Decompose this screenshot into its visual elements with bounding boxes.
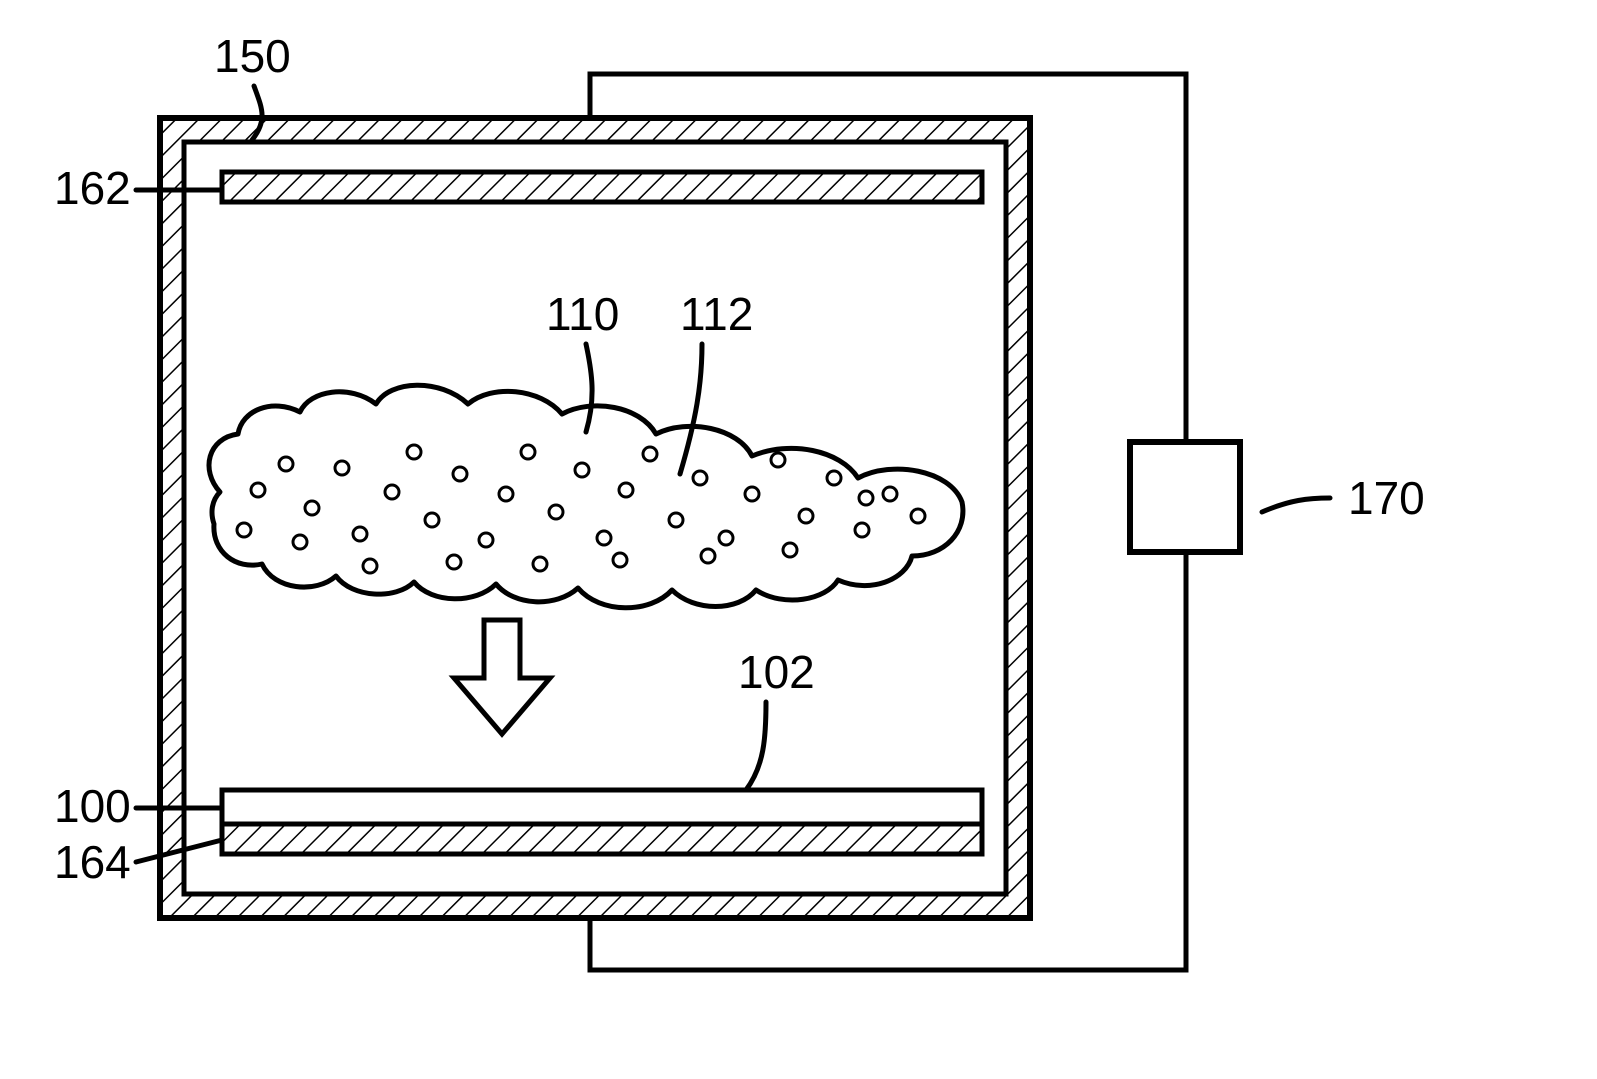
particle [353, 527, 367, 541]
lbl-150: 150 [214, 30, 291, 82]
particle [701, 549, 715, 563]
particle [407, 445, 421, 459]
lbl-102: 102 [738, 646, 815, 698]
particle [499, 487, 513, 501]
particle [597, 531, 611, 545]
particle [745, 487, 759, 501]
particle [521, 445, 535, 459]
bottom-electrode [222, 824, 982, 854]
particle [335, 461, 349, 475]
particle [669, 513, 683, 527]
lbl-164: 164 [54, 836, 131, 888]
particle [305, 501, 319, 515]
power-supply-box [1130, 442, 1240, 552]
lbl-110: 110 [546, 288, 619, 340]
substrate [222, 790, 982, 824]
particle [479, 533, 493, 547]
particle [533, 557, 547, 571]
particle [799, 509, 813, 523]
particle [453, 467, 467, 481]
particle [613, 553, 627, 567]
particle [279, 457, 293, 471]
lbl-112: 112 [680, 288, 753, 340]
particle [549, 505, 563, 519]
lbl-100: 100 [54, 780, 131, 832]
particle [693, 471, 707, 485]
particle [425, 513, 439, 527]
particle [643, 447, 657, 461]
lbl-170: 170 [1348, 472, 1425, 524]
particle [619, 483, 633, 497]
particle [251, 483, 265, 497]
particle [293, 535, 307, 549]
particle [883, 487, 897, 501]
particle [363, 559, 377, 573]
particle [855, 523, 869, 537]
particle [859, 491, 873, 505]
particle [719, 531, 733, 545]
particle [783, 543, 797, 557]
lbl-162: 162 [54, 162, 131, 214]
particle [771, 453, 785, 467]
particle [911, 509, 925, 523]
lbl-170-leader [1262, 498, 1330, 512]
particle [237, 523, 251, 537]
particle [447, 555, 461, 569]
particle [827, 471, 841, 485]
top-electrode [222, 172, 982, 202]
particle [385, 485, 399, 499]
particle [575, 463, 589, 477]
